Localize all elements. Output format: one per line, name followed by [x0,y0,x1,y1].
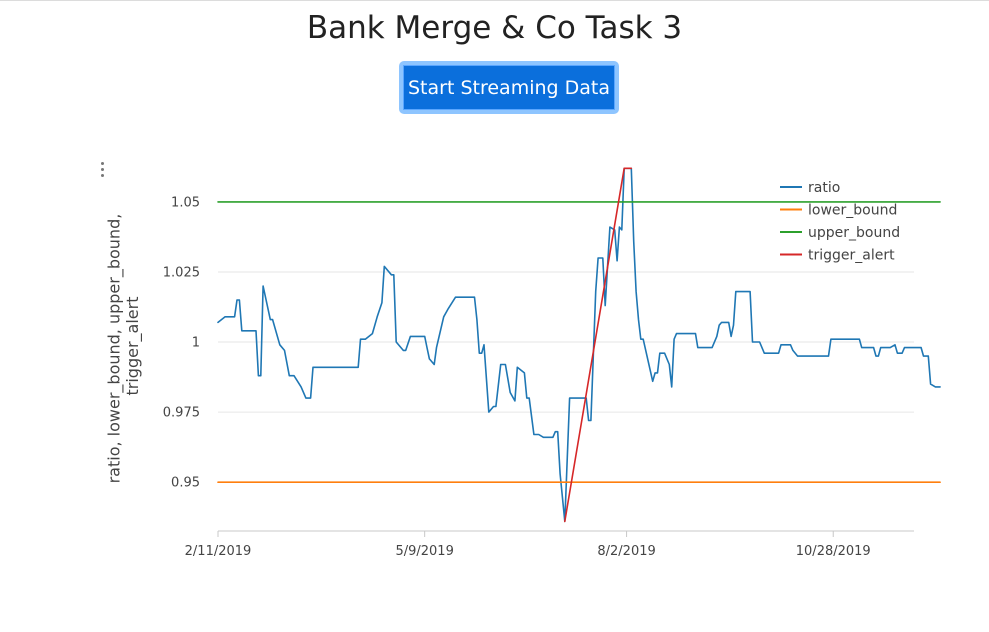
legend-label-upper-bound: upper_bound [808,225,900,241]
y-axis-label-line-1: ratio, lower_bound, upper_bound, [105,214,125,484]
legend-label-ratio: ratio [808,180,840,196]
x-tick-label: 2/11/2019 [185,544,252,559]
series-line-trigger-alert [563,167,633,523]
start-streaming-button-label: Start Streaming Data [408,76,610,99]
series-line-ratio [217,167,941,523]
x-tick-label: 8/2/2019 [597,544,655,559]
series-lines [217,167,941,523]
chart-menu-icon[interactable] [96,160,110,180]
y-axis-label: ratio, lower_bound, upper_bound, trigger… [105,209,143,484]
axes [217,530,914,537]
y-tick-label: 1.05 [171,195,200,210]
y-axis-label-line-2: trigger_alert [123,297,143,396]
legend: ratio lower_bound upper_bound trigger_alert [780,180,900,264]
legend-label-trigger-alert: trigger_alert [808,248,895,264]
x-tick-labels: 2/11/2019 5/9/2019 8/2/2019 10/28/2019 [185,544,871,559]
y-gridlines [218,201,914,483]
y-tick-label: 0.975 [163,406,200,421]
start-streaming-button[interactable]: Start Streaming Data [399,61,619,114]
y-tick-label: 1.025 [163,265,200,280]
legend-label-lower-bound: lower_bound [808,203,897,219]
x-tick-label: 10/28/2019 [796,544,871,559]
y-tick-labels: 0.95 0.975 1 1.025 1.05 [163,195,200,490]
x-tick-label: 5/9/2019 [395,544,453,559]
y-tick-label: 1 [192,336,200,351]
y-tick-label: 0.95 [171,476,200,491]
top-divider [0,0,989,1]
page-title: Bank Merge & Co Task 3 [306,10,683,46]
ratio-chart: 2/11/2019 5/9/2019 8/2/2019 10/28/2019 0.95… [105,167,941,559]
